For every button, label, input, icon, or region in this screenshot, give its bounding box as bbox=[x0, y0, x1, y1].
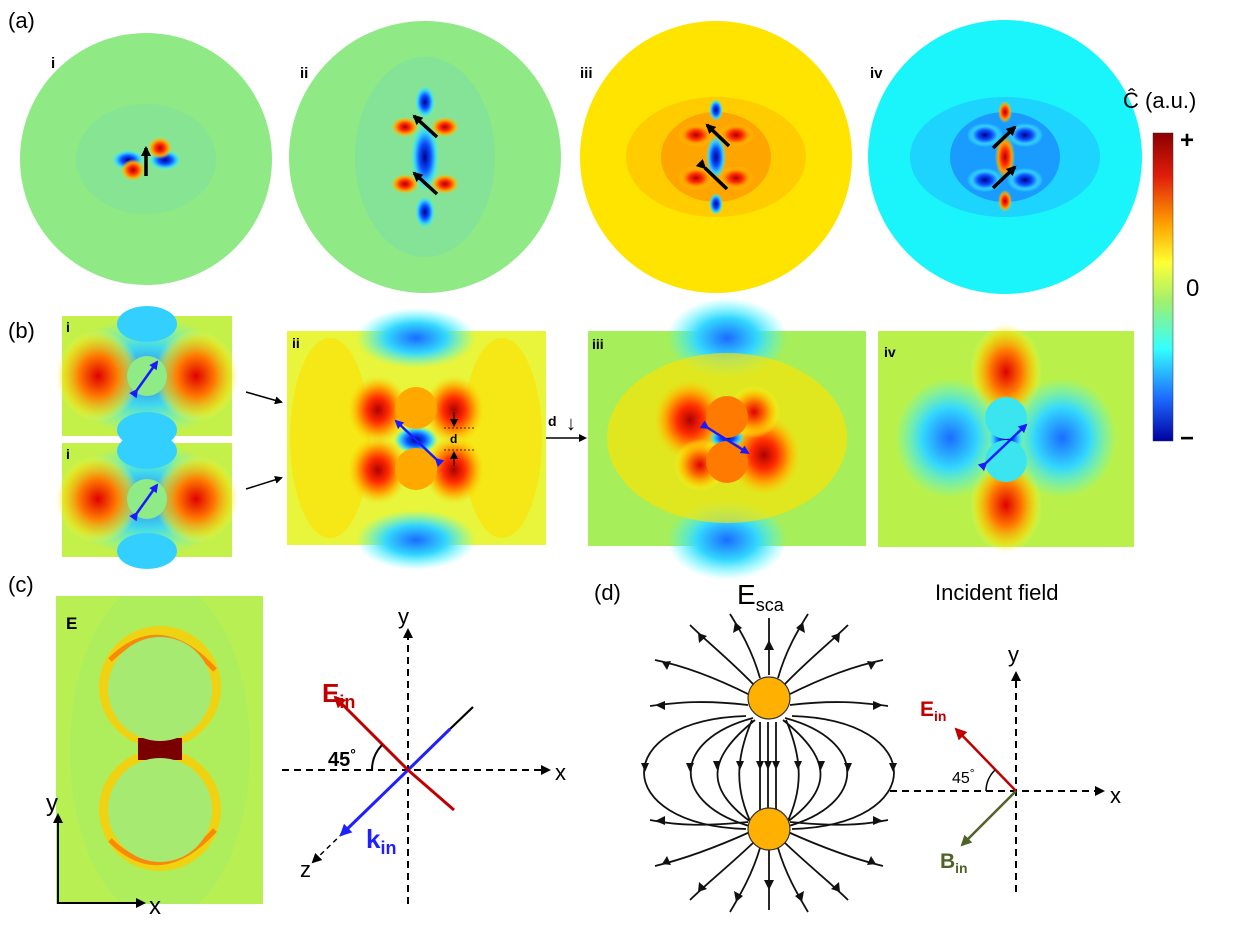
field-map-b-iv bbox=[878, 324, 1134, 553]
panel-label-d: (d) bbox=[594, 580, 621, 605]
incident-field-diagram bbox=[890, 671, 1105, 892]
field-line-arrowheads bbox=[641, 622, 897, 902]
field-map-b-i-top bbox=[56, 306, 238, 448]
sublabel-b-i-top: i bbox=[66, 319, 70, 335]
sublabel-b-ii: ii bbox=[292, 335, 300, 351]
field-map-a-iii bbox=[580, 21, 852, 293]
diagram-c-E-label: Ein bbox=[322, 678, 355, 712]
diagram-c-y: y bbox=[398, 604, 409, 629]
sublabel-a-i: i bbox=[51, 55, 55, 72]
sublabel-a-iii: iii bbox=[580, 65, 593, 82]
panel-label-b: (b) bbox=[8, 318, 35, 343]
colorbar-title: Ĉ (a.u.) bbox=[1123, 88, 1196, 113]
diagram-d-E-label: Ein bbox=[920, 698, 946, 724]
title-incident-field: Incident field bbox=[935, 580, 1059, 605]
axis-x-label-c: x bbox=[149, 893, 161, 920]
axis-y-label-c: y bbox=[46, 790, 58, 817]
step-arrow: ↓ bbox=[566, 413, 576, 435]
field-map-b-iii bbox=[588, 298, 866, 580]
diagram-d-B-label: Bin bbox=[940, 850, 968, 876]
title-E-sca: Esca bbox=[737, 579, 785, 615]
diagram-d-y: y bbox=[1008, 642, 1019, 667]
field-map-b-i-bottom bbox=[56, 433, 238, 569]
diagram-c-k-label: kin bbox=[366, 824, 396, 858]
panel-label-c: (c) bbox=[8, 572, 34, 597]
sphere-top bbox=[747, 676, 791, 720]
flow-arrow-b-1 bbox=[245, 391, 283, 405]
diagram-d-x: x bbox=[1110, 783, 1121, 808]
colorbar-mid: 0 bbox=[1186, 275, 1199, 302]
colorbar-max: + bbox=[1180, 127, 1194, 154]
colorbar-min: − bbox=[1180, 425, 1194, 452]
panel-label-a: (a) bbox=[8, 8, 35, 33]
field-label-E: E bbox=[66, 614, 77, 633]
sublabel-a-iv: iv bbox=[870, 65, 883, 82]
field-map-b-ii bbox=[287, 308, 546, 570]
sublabel-b-i-bottom: i bbox=[66, 446, 70, 462]
sublabel-b-iii: iii bbox=[592, 336, 604, 352]
diagram-c-z: z bbox=[300, 857, 311, 882]
field-map-a-iv bbox=[868, 20, 1142, 294]
field-map-a-ii bbox=[289, 21, 561, 293]
diagram-c-x: x bbox=[555, 760, 566, 785]
sublabel-b-iv: iv bbox=[884, 344, 896, 360]
field-map-c-E bbox=[56, 596, 263, 904]
step-label-d: d bbox=[548, 413, 557, 429]
colorbar: Ĉ (a.u.) + 0 − bbox=[1123, 88, 1199, 452]
colorbar-gradient bbox=[1152, 132, 1174, 442]
diagram-d-angle: 45° bbox=[952, 766, 975, 787]
sublabel-a-ii: ii bbox=[300, 65, 308, 82]
field-map-a-i bbox=[20, 33, 272, 285]
flow-arrow-b-2 bbox=[245, 475, 283, 490]
polarization-diagram-c bbox=[282, 628, 551, 904]
diagram-c-angle: 45° bbox=[328, 746, 356, 771]
sphere-bottom bbox=[747, 807, 791, 851]
gap-label-d: d bbox=[450, 432, 457, 446]
